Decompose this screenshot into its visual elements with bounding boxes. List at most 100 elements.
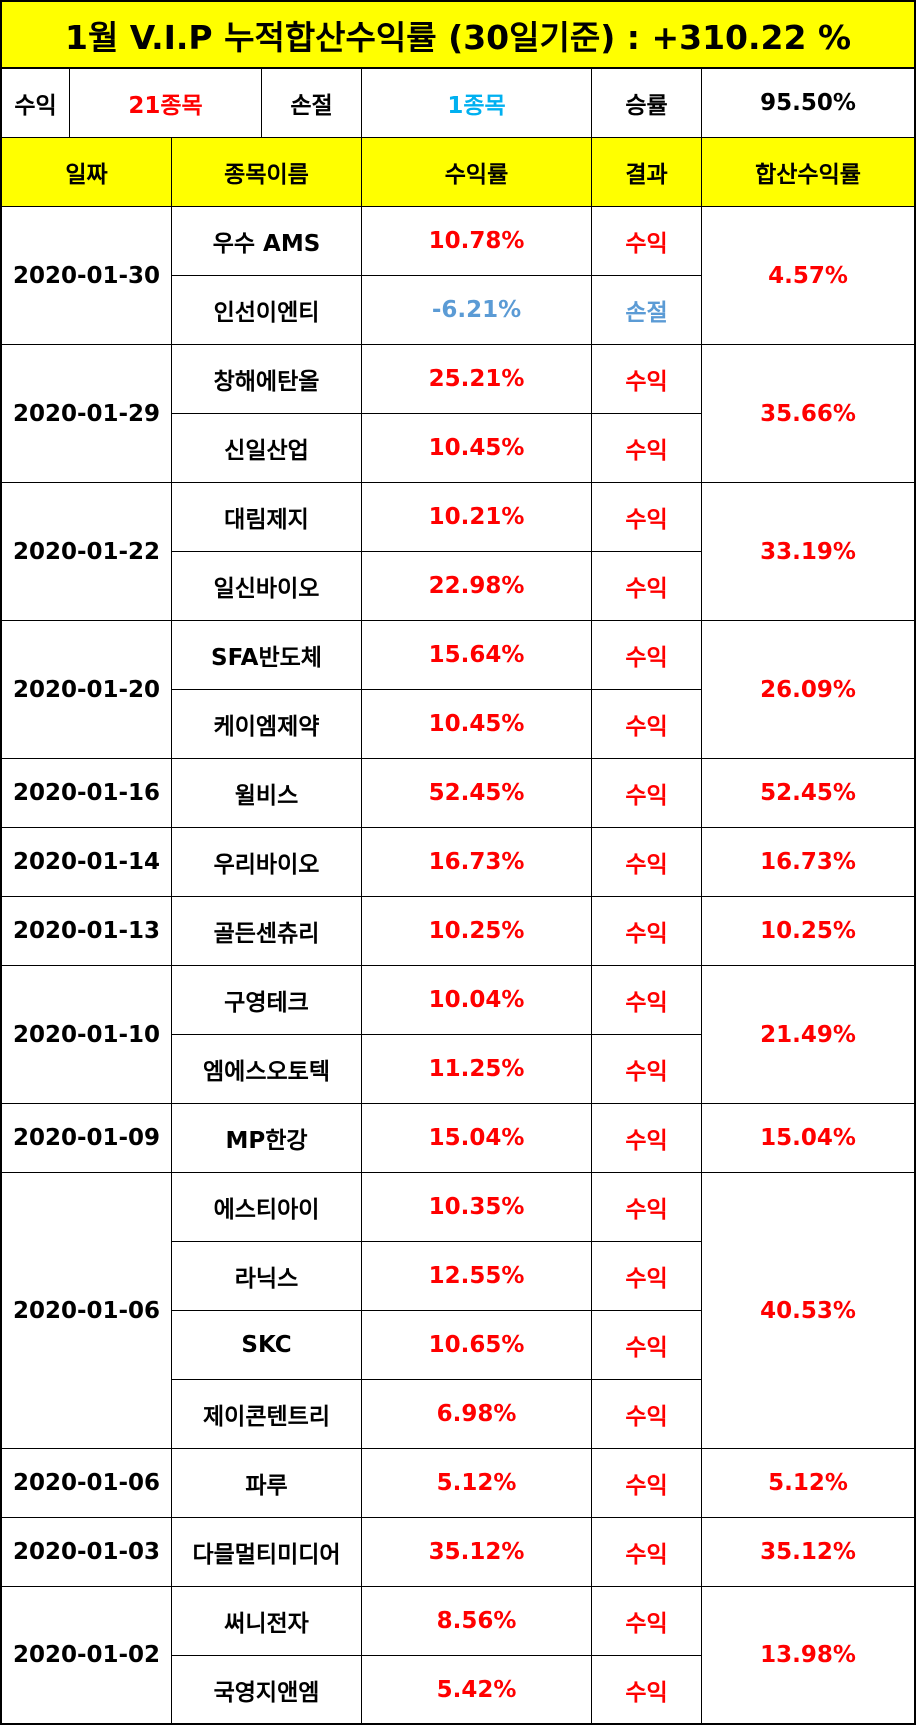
profit-count: 21종목 [70, 69, 262, 138]
row-total: 40.53% [702, 1173, 916, 1449]
row-total: 5.12% [702, 1449, 916, 1518]
stock-result: 수익 [592, 897, 702, 966]
stock-name: 일신바이오 [172, 552, 362, 621]
stock-result: 수익 [592, 1587, 702, 1656]
stock-result: 수익 [592, 1449, 702, 1518]
stock-name: 우수 AMS [172, 207, 362, 276]
row-total: 35.12% [702, 1518, 916, 1587]
winrate-value: 95.50% [702, 69, 916, 138]
stock-rate: 12.55% [362, 1242, 592, 1311]
stock-name: 라닉스 [172, 1242, 362, 1311]
stock-rate: 10.45% [362, 690, 592, 759]
stock-rate: 35.12% [362, 1518, 592, 1587]
row-date: 2020-01-06 [0, 1449, 172, 1518]
stock-name: 케이엠제약 [172, 690, 362, 759]
stock-result: 수익 [592, 483, 702, 552]
stock-rate: 16.73% [362, 828, 592, 897]
row-date: 2020-01-02 [0, 1587, 172, 1725]
row-total: 15.04% [702, 1104, 916, 1173]
row-date: 2020-01-10 [0, 966, 172, 1104]
table-header: 일짜 종목이름 수익률 결과 합산수익률 [0, 138, 916, 207]
page-title: 1월 V.I.P 누적합산수익률 (30일기준) : +310.22 % [0, 0, 916, 69]
stock-result: 수익 [592, 414, 702, 483]
row-total: 21.49% [702, 966, 916, 1104]
stock-rate: 5.12% [362, 1449, 592, 1518]
stock-name: 에스티아이 [172, 1173, 362, 1242]
row-date: 2020-01-20 [0, 621, 172, 759]
row-date: 2020-01-06 [0, 1173, 172, 1449]
table-body: 2020-01-30 4.57% 우수 AMS 10.78% 수익 인선이엔티 -6.21%… [0, 207, 916, 1725]
stock-name: MP한강 [172, 1104, 362, 1173]
stock-result: 수익 [592, 1656, 702, 1725]
stock-result: 수익 [592, 1242, 702, 1311]
stock-name: 윌비스 [172, 759, 362, 828]
stock-result: 수익 [592, 690, 702, 759]
summary-row: 수익 21종목 손절 1종목 승률 95.50% [0, 69, 916, 138]
row-total: 35.66% [702, 345, 916, 483]
header-total: 합산수익률 [702, 138, 916, 207]
stock-name: 골든센츄리 [172, 897, 362, 966]
row-total: 16.73% [702, 828, 916, 897]
loss-label: 손절 [262, 69, 362, 138]
stock-rate: 10.35% [362, 1173, 592, 1242]
stock-name: 우리바이오 [172, 828, 362, 897]
stock-rate: 10.65% [362, 1311, 592, 1380]
stock-rate: 10.25% [362, 897, 592, 966]
winrate-label: 승률 [592, 69, 702, 138]
stock-name: 구영테크 [172, 966, 362, 1035]
row-total: 13.98% [702, 1587, 916, 1725]
stock-name: 국영지앤엠 [172, 1656, 362, 1725]
stock-rate: 25.21% [362, 345, 592, 414]
stock-result: 수익 [592, 1380, 702, 1449]
stock-rate: 10.21% [362, 483, 592, 552]
stock-result: 수익 [592, 828, 702, 897]
stock-rate: 22.98% [362, 552, 592, 621]
row-date: 2020-01-16 [0, 759, 172, 828]
stock-rate: 11.25% [362, 1035, 592, 1104]
stock-name: 다믈멀티미디어 [172, 1518, 362, 1587]
stock-result: 수익 [592, 621, 702, 690]
stock-rate: 10.45% [362, 414, 592, 483]
stock-name: 신일산업 [172, 414, 362, 483]
stock-rate: 15.04% [362, 1104, 592, 1173]
row-date: 2020-01-03 [0, 1518, 172, 1587]
profit-label: 수익 [0, 69, 70, 138]
row-date: 2020-01-13 [0, 897, 172, 966]
stock-result: 수익 [592, 966, 702, 1035]
stock-rate: 15.64% [362, 621, 592, 690]
row-date: 2020-01-29 [0, 345, 172, 483]
stock-result: 수익 [592, 1311, 702, 1380]
row-date: 2020-01-22 [0, 483, 172, 621]
stock-rate: 10.78% [362, 207, 592, 276]
stock-name: 파루 [172, 1449, 362, 1518]
header-rate: 수익률 [362, 138, 592, 207]
stock-rate: 52.45% [362, 759, 592, 828]
stock-name: 제이콘텐트리 [172, 1380, 362, 1449]
stock-name: 써니전자 [172, 1587, 362, 1656]
stock-name: SFA반도체 [172, 621, 362, 690]
row-total: 52.45% [702, 759, 916, 828]
header-date: 일짜 [0, 138, 172, 207]
stock-result: 수익 [592, 1035, 702, 1104]
stock-rate: 10.04% [362, 966, 592, 1035]
stock-rate: 8.56% [362, 1587, 592, 1656]
stock-name: 인선이엔티 [172, 276, 362, 345]
stock-result: 수익 [592, 759, 702, 828]
stock-name: 창해에탄올 [172, 345, 362, 414]
row-total: 26.09% [702, 621, 916, 759]
stock-rate: -6.21% [362, 276, 592, 345]
stock-name: 엠에스오토텍 [172, 1035, 362, 1104]
stock-rate: 6.98% [362, 1380, 592, 1449]
stock-name: 대림제지 [172, 483, 362, 552]
stock-result: 수익 [592, 1104, 702, 1173]
stock-result: 수익 [592, 552, 702, 621]
row-date: 2020-01-30 [0, 207, 172, 345]
header-name: 종목이름 [172, 138, 362, 207]
stock-result: 수익 [592, 1518, 702, 1587]
stock-result: 수익 [592, 207, 702, 276]
loss-count: 1종목 [362, 69, 592, 138]
header-result: 결과 [592, 138, 702, 207]
row-date: 2020-01-14 [0, 828, 172, 897]
stock-rate: 5.42% [362, 1656, 592, 1725]
